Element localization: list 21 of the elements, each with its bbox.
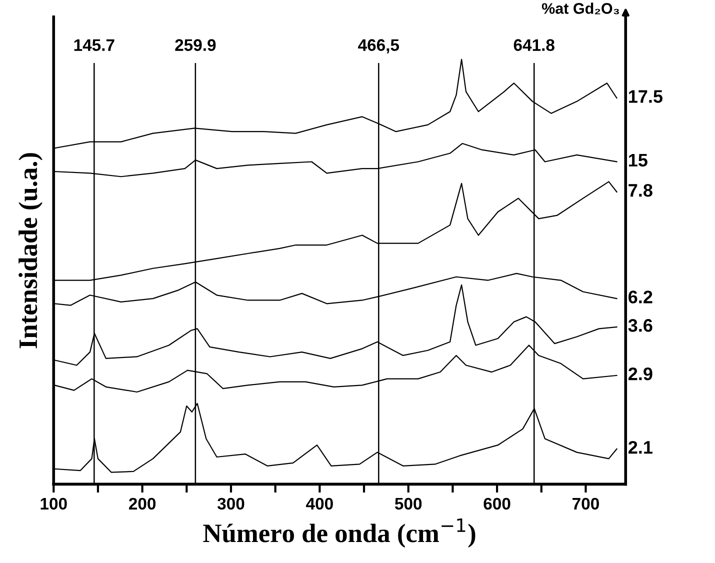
y-axis-title: Intensidade (u.a.) [18,153,43,348]
ref-line-label: 145.7 [74,39,114,51]
x-axis-title: Número de onda (cm$^{−1}$) [203,518,476,548]
x-tick-label: 600 [484,498,510,510]
x-tick-label: 100 [40,498,67,510]
series-label: 6.2 [628,290,652,304]
series-label: 2.1 [628,440,652,454]
x-tick-label: 400 [306,498,333,510]
text: %at Gd₂O₃ [542,2,620,14]
ref-line-label: 466,5 [358,39,400,54]
x-tick-label: 700 [572,498,599,510]
ref-line-label: 259.9 [175,39,216,51]
ref-line-label: 641.8 [514,39,554,51]
series-label: 17.5 [629,90,663,103]
series-label: 7.8 [628,184,652,197]
series-label: 15 [629,154,648,167]
series-label: 2.9 [628,367,652,380]
x-tick-label: 200 [128,498,156,510]
x-tick-label: 500 [394,498,422,510]
x-tick-label: 300 [217,498,244,510]
series-label: 3.6 [628,319,652,332]
